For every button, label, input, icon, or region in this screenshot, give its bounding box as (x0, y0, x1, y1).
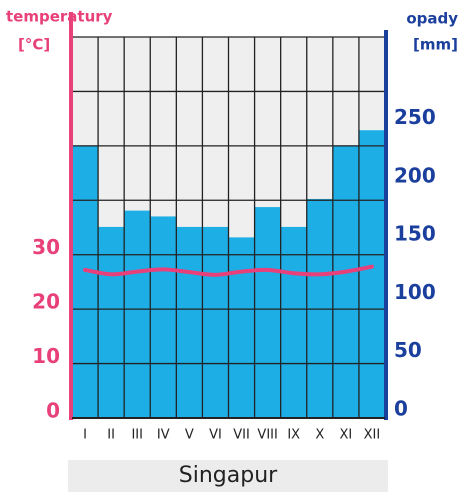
y-tick-label: 30 (32, 235, 60, 259)
bar (124, 210, 151, 418)
y2-axis-unit: [mm] (413, 36, 458, 54)
y2-tick-label: 50 (394, 338, 422, 362)
y-axis-label: temperatury (6, 8, 113, 26)
bar (98, 226, 125, 418)
chart-title: Singapur (179, 463, 278, 488)
x-tick-label: II (107, 428, 115, 443)
bar (280, 226, 307, 418)
y-axis-unit: [°C] (18, 36, 50, 54)
x-tick-label: X (315, 428, 324, 443)
bar (254, 207, 281, 418)
bar (202, 226, 229, 418)
y2-tick-label: 150 (394, 222, 436, 246)
x-tick-label: XI (340, 428, 353, 443)
bar (332, 145, 359, 419)
x-tick-label: IV (157, 428, 170, 443)
y2-tick-label: 100 (394, 280, 436, 304)
x-tick-label: III (131, 428, 143, 443)
y2-tick-label: 200 (394, 163, 436, 187)
x-tick-label: XII (364, 428, 381, 443)
x-tick-label: VII (233, 428, 250, 443)
bar (72, 145, 99, 419)
x-tick-label: IX (287, 428, 300, 443)
y2-tick-label: 0 (394, 397, 408, 421)
y2-tick-label: 250 (394, 105, 436, 129)
y-tick-label: 10 (32, 344, 60, 368)
bar (228, 237, 255, 418)
x-tick-label: V (185, 428, 194, 443)
y-tick-label: 0 (46, 399, 60, 423)
x-tick-label: VIII (257, 428, 277, 443)
bar (306, 198, 333, 418)
y2-axis-label: opady (406, 10, 458, 28)
bar (176, 226, 203, 418)
bar (150, 216, 177, 418)
x-tick-label: I (83, 428, 87, 443)
bar (358, 130, 385, 419)
temperature-line (83, 264, 374, 277)
title-box (68, 460, 388, 492)
y-tick-label: 20 (32, 290, 60, 314)
x-tick-label: VI (209, 428, 222, 443)
